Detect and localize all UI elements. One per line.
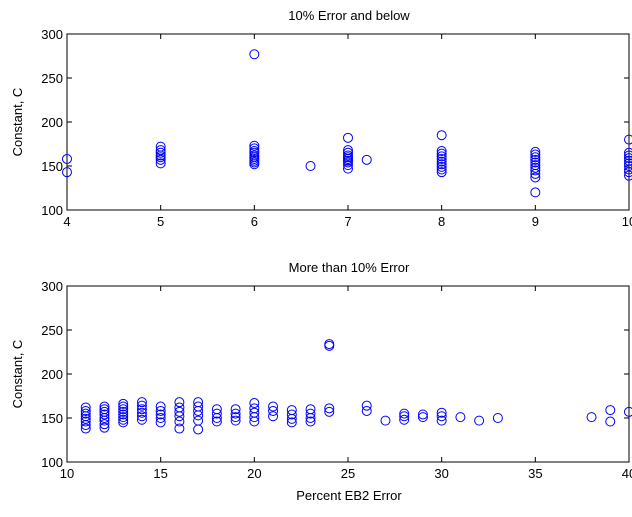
x-tick-label: 7 (344, 214, 351, 229)
y-tick-label: 200 (41, 115, 63, 130)
x-tick-label: 15 (153, 466, 167, 481)
y-tick-label: 250 (41, 323, 63, 338)
y-tick-label: 300 (41, 279, 63, 294)
y-tick-label: 100 (41, 455, 63, 470)
y-axis-label: Constant, C (10, 88, 25, 157)
x-tick-label: 4 (63, 214, 70, 229)
panel-top: 10% Error and below Constant, C 4 5 6 7 8 9 10… (10, 8, 632, 229)
y-tick-label: 150 (41, 411, 63, 426)
x-tick-label: 9 (532, 214, 539, 229)
x-tick-label: 5 (157, 214, 164, 229)
panel-bottom: More than 10% Error Constant, C Percent … (10, 260, 632, 503)
x-tick-label: 35 (528, 466, 542, 481)
y-tick-label: 200 (41, 367, 63, 382)
plot-area (67, 34, 629, 210)
plot-area (67, 286, 629, 462)
x-tick-label: 40 (622, 466, 632, 481)
x-axis-label: Percent EB2 Error (296, 488, 402, 503)
y-tick-label: 150 (41, 159, 63, 174)
x-tick-label: 20 (247, 466, 261, 481)
chart-title: 10% Error and below (288, 8, 410, 23)
y-tick-label: 250 (41, 71, 63, 86)
y-tick-label: 100 (41, 203, 63, 218)
x-tick-label: 25 (341, 466, 355, 481)
x-tick-label: 8 (438, 214, 445, 229)
y-axis-label: Constant, C (10, 340, 25, 409)
chart-title: More than 10% Error (289, 260, 410, 275)
y-tick-label: 300 (41, 27, 63, 42)
x-tick-label: 30 (434, 466, 448, 481)
x-tick-label: 10 (622, 214, 632, 229)
x-tick-label: 6 (251, 214, 258, 229)
